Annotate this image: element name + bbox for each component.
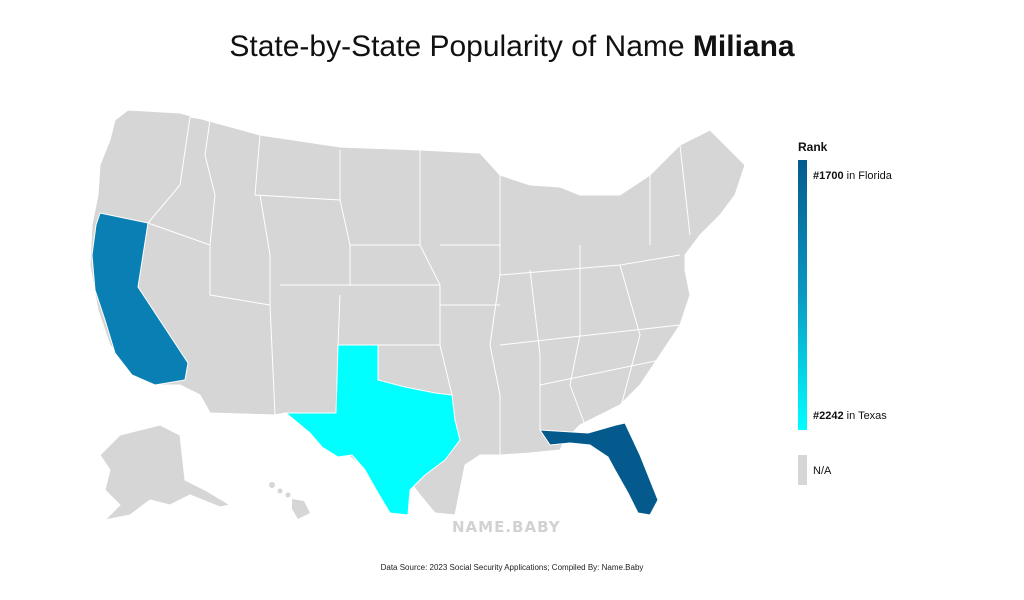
state-borders <box>147 116 691 455</box>
alaska <box>99 424 231 521</box>
state-texas <box>285 344 461 516</box>
legend-na-swatch <box>798 455 807 485</box>
legend-top-state: in Florida <box>843 170 892 182</box>
map-title: State-by-State Popularity of Name Milian… <box>0 30 1024 64</box>
state-california <box>91 212 189 386</box>
legend-top-rank: #1700 <box>813 170 844 182</box>
legend-top-label: #1700 in Florida <box>813 170 892 182</box>
title-name: Miliana <box>692 30 795 63</box>
data-source-caption: Data Source: 2023 Social Security Applic… <box>380 563 644 572</box>
map-legend: Rank #1700 in Florida #2242 in Texas N/A <box>798 140 998 485</box>
watermark-logo: NAME.BABY <box>452 518 561 536</box>
legend-color-scale <box>798 160 807 430</box>
title-prefix: State-by-State Popularity of Name <box>229 30 693 63</box>
legend-title: Rank <box>798 140 828 154</box>
hawaii <box>269 482 310 519</box>
legend-na-label: N/A <box>813 465 832 477</box>
legend-bottom-state: in Texas <box>843 410 887 422</box>
state-florida <box>539 422 659 516</box>
legend-bottom-rank: #2242 <box>813 410 844 422</box>
legend-bottom-label: #2242 in Texas <box>813 410 887 422</box>
us-map <box>89 109 746 521</box>
